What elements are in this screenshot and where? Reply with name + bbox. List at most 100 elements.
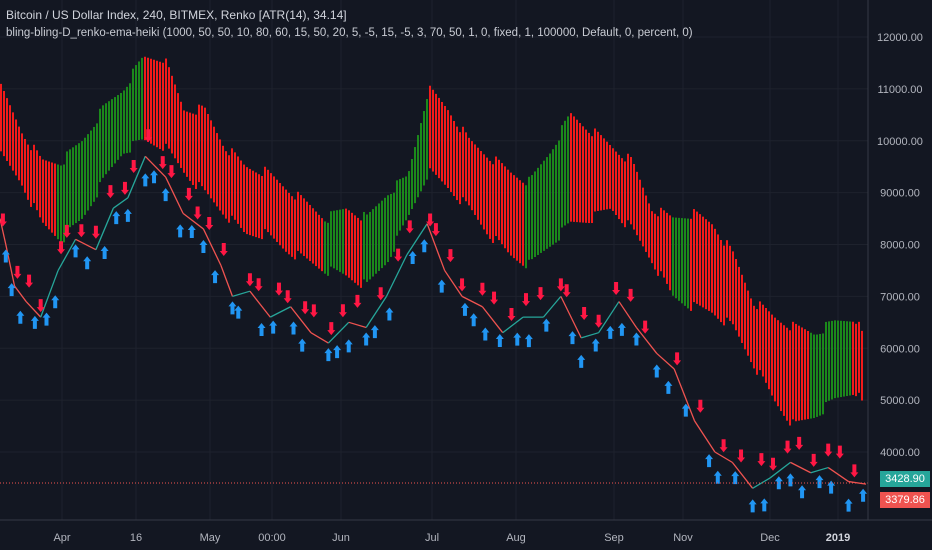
cloud-bar	[423, 111, 425, 186]
cloud-bar	[657, 216, 659, 276]
buy-arrow	[591, 338, 600, 352]
cloud-bar	[762, 304, 764, 377]
price-tick-label: 5000.00	[880, 395, 920, 407]
cloud-bar	[189, 112, 191, 181]
cloud-bar	[558, 140, 560, 241]
cloud-bar	[225, 151, 227, 219]
symbol-title[interactable]: Bitcoin / US Dollar Index, 240, BITMEX, …	[6, 8, 347, 22]
cloud-bar	[843, 321, 845, 397]
cloud-bar	[618, 154, 620, 220]
cloud-bar	[93, 126, 95, 202]
sell-arrow	[556, 278, 565, 292]
sell-arrow	[62, 224, 71, 238]
cloud-bar	[186, 111, 188, 177]
buy-arrow	[617, 322, 626, 336]
sell-arrow	[478, 282, 487, 296]
time-tick-label: Nov	[673, 532, 693, 544]
cloud-bar	[849, 321, 851, 396]
cloud-bar	[183, 110, 185, 173]
cloud-bar	[717, 234, 719, 319]
cloud-bar	[684, 218, 686, 306]
cloud-bar	[240, 160, 242, 228]
sell-arrow	[77, 224, 86, 238]
sell-arrow	[158, 156, 167, 170]
cloud-bar	[465, 132, 467, 202]
buy-arrow	[713, 470, 722, 484]
buy-arrow	[748, 499, 757, 513]
cloud-bar	[306, 201, 308, 259]
cloud-bar	[576, 119, 578, 223]
sell-arrow	[507, 308, 516, 322]
time-tick-label: May	[200, 532, 221, 544]
buy-arrow	[51, 295, 60, 309]
price-segment	[461, 295, 483, 308]
cloud-bar	[486, 157, 488, 235]
cloud-bar	[42, 159, 44, 223]
cloud-bar	[369, 211, 371, 280]
cloud-bar	[531, 175, 533, 260]
cloud-bar	[594, 128, 596, 212]
sell-arrow	[120, 181, 129, 195]
sell-arrow	[283, 290, 292, 304]
sell-arrow	[850, 464, 859, 478]
buy-arrow	[112, 211, 121, 225]
cloud-bar	[18, 126, 20, 181]
cloud-bar	[0, 83, 2, 152]
cloud-bar	[795, 323, 797, 422]
buy-arrow	[100, 245, 109, 259]
sell-arrow	[106, 185, 115, 199]
cloud-bar	[561, 125, 563, 228]
sell-arrow	[426, 213, 435, 227]
cloud-bar	[114, 97, 116, 164]
cloud-bar	[123, 90, 125, 154]
cloud-bar	[606, 141, 608, 210]
cloud-bar	[162, 62, 164, 151]
buy-arrow	[495, 333, 504, 347]
time-tick-label: 00:00	[258, 532, 286, 544]
cloud-bar	[711, 224, 713, 313]
indicator-title[interactable]: bling-bling-D_renko-ema-heiki (1000, 50,…	[6, 27, 693, 39]
cloud-bar	[603, 138, 605, 210]
buy-arrow	[30, 315, 39, 329]
cloud-bar	[771, 314, 773, 396]
cloud-bar	[468, 137, 470, 206]
buy-arrow	[123, 208, 132, 222]
cloud-bar	[579, 123, 581, 223]
cloud-bar	[84, 137, 86, 215]
sell-arrow	[405, 220, 414, 234]
cloud-bar	[756, 309, 758, 375]
cloud-bar	[345, 208, 347, 276]
cloud-bar	[810, 332, 812, 419]
sell-arrow	[274, 282, 283, 296]
cloud-bar	[300, 195, 302, 254]
cloud-bar	[483, 154, 485, 230]
price-axis[interactable]: 4000.00 5000.00 6000.00 7000.00 8000.00 9000.…	[877, 32, 923, 459]
cloud-bar	[192, 113, 194, 185]
cloud-bar	[24, 138, 26, 193]
sell-arrow	[327, 322, 336, 336]
cloud-bar	[219, 139, 221, 211]
cloud-bar	[753, 305, 755, 369]
buy-arrow	[141, 173, 150, 187]
time-tick-label: Jul	[425, 532, 439, 544]
sell-arrow	[0, 213, 7, 227]
cloud-bar	[438, 97, 440, 179]
buy-arrow	[362, 332, 371, 346]
price-segment	[249, 290, 271, 318]
cloud-bar	[672, 217, 674, 296]
cloud-bar	[759, 301, 761, 371]
cloud-bar	[765, 307, 767, 383]
sell-arrow	[309, 304, 318, 318]
cloud-bar	[171, 75, 173, 154]
cloud-bar	[675, 217, 677, 299]
cloud-bar	[663, 210, 665, 278]
cloud-bar	[342, 209, 344, 274]
price-segment	[769, 461, 791, 479]
cloud-bar	[510, 172, 512, 256]
sell-arrow	[338, 304, 347, 318]
buy-arrow	[577, 354, 586, 368]
cloud-bar	[513, 175, 515, 259]
time-axis[interactable]: Apr 16 May 00:00 Jun Jul Aug Sep Nov Dec 2019	[53, 532, 850, 544]
cloud-bar	[51, 162, 53, 233]
